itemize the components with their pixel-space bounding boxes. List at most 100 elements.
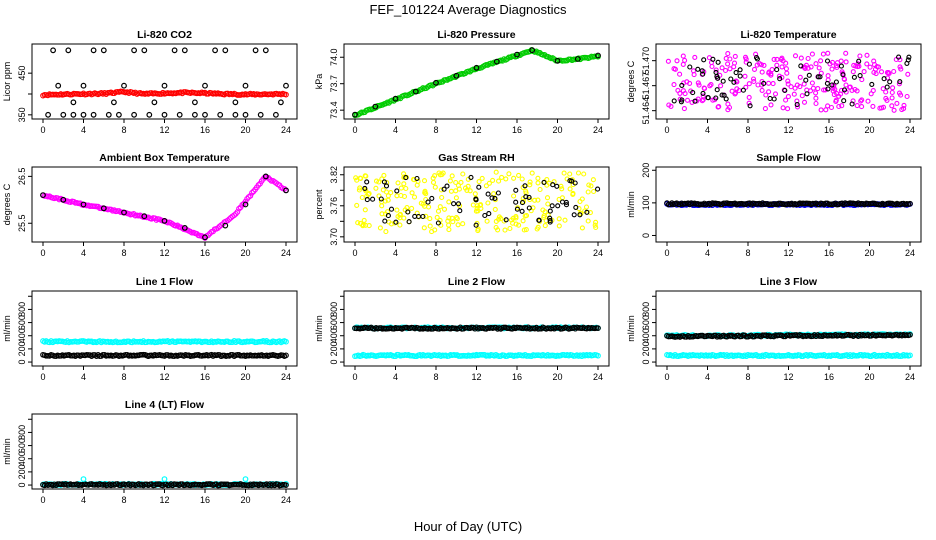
data-point: [499, 174, 505, 180]
series-group: [664, 331, 913, 360]
data-point: [121, 209, 127, 216]
data-point: [385, 213, 391, 219]
y-tick-label: 3.76: [329, 197, 339, 215]
data-point: [843, 82, 849, 88]
data-point: [891, 68, 897, 75]
data-point: [427, 216, 433, 222]
data-point: [700, 97, 706, 103]
x-tick-label: 0: [40, 248, 45, 258]
data-point: [785, 94, 791, 100]
data-point: [595, 186, 601, 192]
data-point: [768, 71, 774, 77]
data-point: [482, 212, 488, 219]
data-point: [363, 173, 369, 179]
y-tick-label: 600: [641, 315, 651, 330]
data-point: [567, 178, 573, 184]
data-point: [579, 225, 585, 231]
data-point: [805, 55, 811, 62]
data-point: [521, 227, 527, 233]
x-tick-label: 8: [121, 495, 126, 505]
data-point: [780, 333, 787, 340]
data-point: [776, 73, 782, 79]
data-point: [803, 77, 809, 83]
data-point: [257, 111, 264, 118]
data-point: [691, 72, 697, 78]
data-point: [905, 57, 911, 63]
x-tick-label: 0: [40, 372, 45, 382]
data-point: [520, 218, 526, 224]
y-tick-label: 0: [329, 360, 339, 365]
data-point: [376, 179, 382, 185]
data-point: [457, 208, 463, 214]
y-tick-label: 600: [329, 315, 339, 330]
data-point: [575, 170, 582, 176]
data-point: [484, 218, 490, 224]
data-point: [725, 101, 731, 107]
data-point: [161, 476, 168, 483]
data-point: [511, 193, 517, 199]
x-tick-label: 12: [159, 125, 169, 135]
x-tick-label: 0: [664, 125, 669, 135]
data-point: [465, 183, 471, 189]
series-magenta: [665, 50, 911, 113]
data-point: [460, 221, 466, 227]
data-point: [409, 190, 415, 196]
data-point: [825, 73, 831, 79]
x-tick-label: 4: [81, 495, 86, 505]
data-point: [859, 97, 865, 103]
x-tick-label: 8: [121, 248, 126, 258]
data-point: [729, 88, 735, 94]
y-axis-label: ml/min: [314, 315, 324, 342]
y-tick-label: 0: [17, 360, 27, 365]
data-point: [759, 69, 765, 75]
data-point: [519, 176, 525, 182]
data-point: [861, 69, 867, 75]
data-point: [40, 192, 46, 199]
data-point: [854, 88, 860, 94]
data-point: [798, 63, 804, 69]
data-point: [364, 197, 370, 203]
data-point: [592, 222, 598, 228]
data-point: [556, 196, 562, 202]
data-point: [905, 71, 911, 77]
y-tick-label: 200: [329, 341, 339, 356]
data-point: [883, 95, 889, 101]
data-point: [815, 74, 821, 80]
data-point: [439, 194, 445, 201]
data-point: [283, 91, 289, 98]
series-cyan-low: [352, 351, 601, 360]
x-tick-label: 12: [783, 248, 793, 258]
data-point: [555, 203, 561, 209]
data-point: [737, 73, 743, 79]
data-point: [453, 195, 459, 201]
data-point: [794, 104, 801, 110]
x-tick-label: 8: [433, 248, 438, 258]
data-point: [283, 352, 289, 359]
data-point: [904, 93, 910, 100]
data-point: [823, 107, 829, 113]
data-point: [60, 196, 67, 203]
data-point: [520, 199, 527, 205]
data-point: [595, 352, 601, 359]
data-point: [458, 179, 464, 185]
x-tick-label: 4: [81, 372, 86, 382]
data-point: [854, 103, 860, 109]
data-point: [50, 47, 56, 54]
data-point: [382, 218, 388, 224]
data-point: [273, 111, 279, 118]
data-point: [727, 66, 733, 72]
x-tick-label: 4: [81, 125, 86, 135]
x-tick-label: 8: [433, 125, 438, 135]
series-group: [353, 169, 601, 235]
data-point: [772, 91, 779, 97]
data-point: [792, 53, 799, 59]
x-tick-label: 0: [352, 125, 357, 135]
x-tick-label: 8: [121, 372, 126, 382]
data-point: [709, 63, 715, 70]
data-point: [743, 56, 749, 62]
data-point: [470, 202, 476, 208]
data-point: [278, 99, 284, 106]
data-point: [705, 95, 711, 101]
data-point: [247, 192, 254, 199]
data-point: [485, 200, 491, 206]
